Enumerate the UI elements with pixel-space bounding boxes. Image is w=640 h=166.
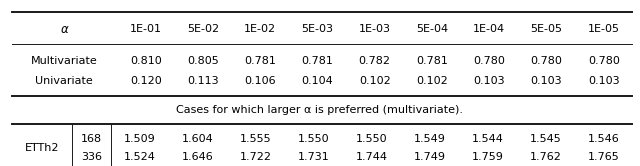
Text: 5E-05: 5E-05 bbox=[531, 24, 563, 34]
Text: 1.759: 1.759 bbox=[472, 152, 504, 162]
Text: 168: 168 bbox=[81, 134, 102, 144]
Text: 1.744: 1.744 bbox=[356, 152, 388, 162]
Text: Univariate: Univariate bbox=[35, 76, 93, 86]
Text: 1E-04: 1E-04 bbox=[473, 24, 505, 34]
Text: 0.120: 0.120 bbox=[130, 76, 162, 86]
Text: 0.102: 0.102 bbox=[416, 76, 448, 86]
Text: 5E-04: 5E-04 bbox=[416, 24, 448, 34]
Text: $\alpha$: $\alpha$ bbox=[60, 23, 69, 36]
Text: 1E-01: 1E-01 bbox=[130, 24, 162, 34]
Text: 1.762: 1.762 bbox=[529, 152, 561, 162]
Text: 1.604: 1.604 bbox=[182, 134, 214, 144]
Text: 0.781: 0.781 bbox=[416, 56, 448, 66]
Text: 5E-02: 5E-02 bbox=[187, 24, 219, 34]
Text: 0.113: 0.113 bbox=[187, 76, 219, 86]
Text: 0.103: 0.103 bbox=[588, 76, 620, 86]
Text: 1E-05: 1E-05 bbox=[588, 24, 620, 34]
Text: 1.550: 1.550 bbox=[356, 134, 387, 144]
Text: 1E-02: 1E-02 bbox=[244, 24, 276, 34]
Text: 5E-03: 5E-03 bbox=[301, 24, 333, 34]
Text: 0.810: 0.810 bbox=[130, 56, 162, 66]
Text: 1.544: 1.544 bbox=[472, 134, 504, 144]
Text: 336: 336 bbox=[81, 152, 102, 162]
Text: 1.731: 1.731 bbox=[298, 152, 330, 162]
Text: 0.102: 0.102 bbox=[359, 76, 390, 86]
Text: 1.549: 1.549 bbox=[413, 134, 445, 144]
Text: 0.780: 0.780 bbox=[588, 56, 620, 66]
Text: 1.546: 1.546 bbox=[588, 134, 620, 144]
Text: 0.781: 0.781 bbox=[244, 56, 276, 66]
Text: 1E-03: 1E-03 bbox=[358, 24, 390, 34]
Text: Multivariate: Multivariate bbox=[31, 56, 98, 66]
Text: 0.106: 0.106 bbox=[244, 76, 276, 86]
Text: 1.646: 1.646 bbox=[182, 152, 214, 162]
Text: 1.555: 1.555 bbox=[240, 134, 271, 144]
Text: 0.103: 0.103 bbox=[474, 76, 505, 86]
Text: 1.722: 1.722 bbox=[239, 152, 271, 162]
Text: 0.805: 0.805 bbox=[187, 56, 219, 66]
Text: 1.545: 1.545 bbox=[529, 134, 561, 144]
Text: 0.104: 0.104 bbox=[301, 76, 333, 86]
Text: 1.765: 1.765 bbox=[588, 152, 620, 162]
Text: 0.780: 0.780 bbox=[473, 56, 505, 66]
Text: 1.550: 1.550 bbox=[298, 134, 330, 144]
Text: 1.509: 1.509 bbox=[124, 134, 156, 144]
Text: Cases for which larger α is preferred (multivariate).: Cases for which larger α is preferred (m… bbox=[177, 105, 463, 115]
Text: 1.524: 1.524 bbox=[124, 152, 156, 162]
Text: 0.103: 0.103 bbox=[531, 76, 563, 86]
Text: 1.749: 1.749 bbox=[413, 152, 445, 162]
Text: ETTh2: ETTh2 bbox=[25, 143, 59, 153]
Text: 0.782: 0.782 bbox=[358, 56, 390, 66]
Text: 0.780: 0.780 bbox=[531, 56, 563, 66]
Text: 0.781: 0.781 bbox=[301, 56, 333, 66]
